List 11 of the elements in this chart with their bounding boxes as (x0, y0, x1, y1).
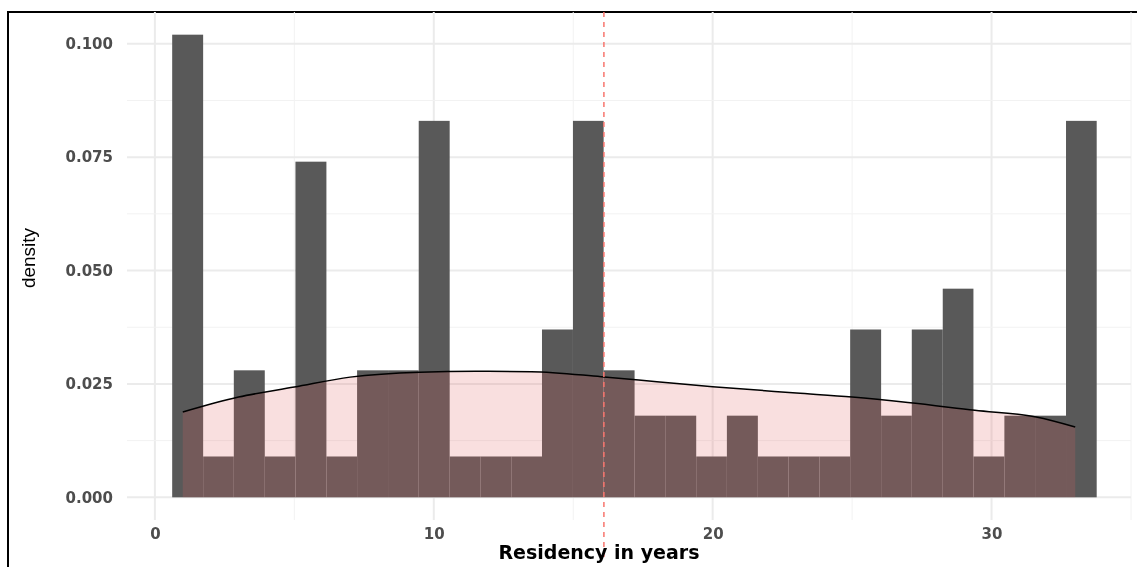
y-tick-label: 0.050 (65, 261, 113, 280)
x-tick-label: 0 (150, 524, 161, 543)
y-axis-title: density (18, 227, 39, 289)
x-tick-label: 10 (423, 524, 445, 543)
x-tick-label: 30 (981, 524, 1003, 543)
y-tick-label: 0.000 (65, 488, 113, 507)
y-tick-label: 0.075 (65, 148, 113, 167)
x-tick-label: 20 (702, 524, 724, 543)
y-tick-label: 0.025 (65, 375, 113, 394)
x-axis-title: Residency in years (498, 541, 700, 563)
y-tick-label: 0.100 (65, 35, 113, 54)
